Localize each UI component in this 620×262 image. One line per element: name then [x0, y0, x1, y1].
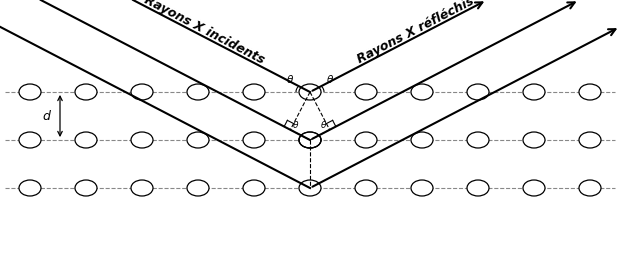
Ellipse shape — [579, 84, 601, 100]
Text: θ: θ — [321, 122, 327, 130]
Ellipse shape — [19, 132, 41, 148]
Ellipse shape — [243, 84, 265, 100]
Ellipse shape — [187, 132, 209, 148]
Ellipse shape — [467, 180, 489, 196]
Ellipse shape — [411, 84, 433, 100]
Text: d: d — [42, 110, 50, 123]
Ellipse shape — [355, 132, 377, 148]
Text: θ: θ — [293, 122, 299, 130]
Ellipse shape — [187, 180, 209, 196]
Ellipse shape — [299, 180, 321, 196]
Ellipse shape — [75, 84, 97, 100]
Ellipse shape — [523, 132, 545, 148]
Text: θ: θ — [287, 75, 293, 85]
Text: Rayons X réfléchis: Rayons X réfléchis — [355, 0, 476, 66]
Ellipse shape — [19, 180, 41, 196]
Ellipse shape — [579, 132, 601, 148]
Ellipse shape — [579, 180, 601, 196]
Text: Rayons X incidents: Rayons X incidents — [142, 0, 267, 67]
Ellipse shape — [243, 180, 265, 196]
Text: θ: θ — [327, 75, 333, 85]
Ellipse shape — [411, 180, 433, 196]
Ellipse shape — [75, 132, 97, 148]
Ellipse shape — [131, 84, 153, 100]
Ellipse shape — [523, 84, 545, 100]
Ellipse shape — [355, 180, 377, 196]
Ellipse shape — [243, 132, 265, 148]
Ellipse shape — [299, 132, 321, 148]
Ellipse shape — [187, 84, 209, 100]
Ellipse shape — [75, 180, 97, 196]
Ellipse shape — [131, 180, 153, 196]
Ellipse shape — [299, 84, 321, 100]
Ellipse shape — [19, 84, 41, 100]
Ellipse shape — [467, 84, 489, 100]
Ellipse shape — [467, 132, 489, 148]
Ellipse shape — [355, 84, 377, 100]
Ellipse shape — [411, 132, 433, 148]
Ellipse shape — [131, 132, 153, 148]
Ellipse shape — [523, 180, 545, 196]
